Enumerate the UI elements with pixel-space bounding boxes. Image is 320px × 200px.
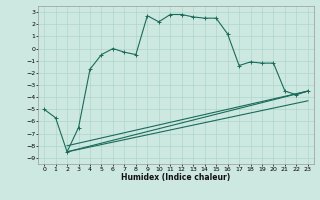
X-axis label: Humidex (Indice chaleur): Humidex (Indice chaleur) xyxy=(121,173,231,182)
